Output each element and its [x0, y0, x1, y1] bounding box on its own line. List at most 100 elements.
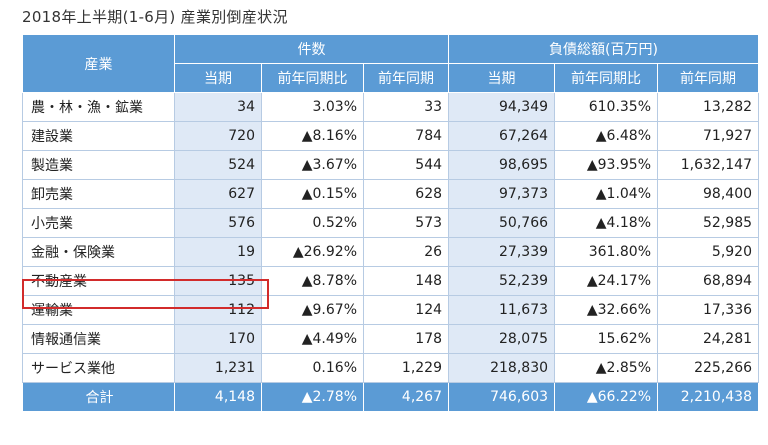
cell-debt-current: 218,830 [448, 353, 556, 383]
cell-debt-current: 67,264 [448, 121, 556, 151]
cell-count-yoy: ▲2.78% [261, 382, 364, 412]
cell-count-current: 4,148 [174, 382, 262, 412]
table-row: 金融・保険業 19 ▲26.92% 26 27,339 361.80% 5,920 [22, 237, 760, 267]
table-row: 建設業 720 ▲8.16% 784 67,264 ▲6.48% 71,927 [22, 121, 760, 151]
cell-count-current: 576 [174, 208, 262, 238]
header-count-yoy: 前年同期比 [261, 63, 364, 93]
cell-debt-current: 11,673 [448, 295, 556, 325]
industry-name: サービス業他 [22, 353, 175, 383]
table-row: サービス業他 1,231 0.16% 1,229 218,830 ▲2.85% 225,26… [22, 353, 760, 383]
cell-debt-current: 94,349 [448, 92, 556, 122]
header-industry: 産業 [22, 34, 175, 93]
industry-name: 卸売業 [22, 179, 175, 209]
cell-count-current: 627 [174, 179, 262, 209]
header-debt-current: 当期 [448, 63, 556, 93]
cell-count-yoy: ▲26.92% [261, 237, 364, 267]
bankruptcy-table-wrapper: 産業 件数 負債総額(百万円) 当期 前年同期比 前年同期 当期 前年同期比 前… [22, 34, 760, 412]
cell-count-current: 524 [174, 150, 262, 180]
industry-name: 建設業 [22, 121, 175, 151]
cell-debt-previous: 68,894 [657, 266, 760, 296]
cell-count-yoy: ▲9.67% [261, 295, 364, 325]
header-debt-group: 負債総額(百万円) [448, 34, 760, 64]
total-label: 合計 [22, 382, 175, 412]
table-row: 運輸業 112 ▲9.67% 124 11,673 ▲32.66% 17,336 [22, 295, 760, 325]
industry-name: 小売業 [22, 208, 175, 238]
cell-count-yoy: ▲3.67% [261, 150, 364, 180]
cell-count-current: 112 [174, 295, 262, 325]
cell-count-yoy: ▲8.16% [261, 121, 364, 151]
cell-count-yoy: 0.16% [261, 353, 364, 383]
header-count-group: 件数 [173, 34, 450, 64]
cell-debt-yoy: ▲4.18% [554, 208, 659, 238]
cell-debt-yoy: ▲2.85% [554, 353, 659, 383]
industry-name: 農・林・漁・鉱業 [22, 92, 175, 122]
cell-count-previous: 628 [362, 179, 450, 209]
table-row: 情報通信業 170 ▲4.49% 178 28,075 15.62% 24,281 [22, 324, 760, 354]
cell-count-current: 170 [174, 324, 262, 354]
cell-debt-previous: 13,282 [657, 92, 760, 122]
cell-debt-current: 98,695 [448, 150, 556, 180]
industry-name: 不動産業 [22, 266, 175, 296]
cell-count-previous: 1,229 [362, 353, 450, 383]
cell-debt-yoy: 361.80% [554, 237, 659, 267]
table-row: 卸売業 627 ▲0.15% 628 97,373 ▲1.04% 98,400 [22, 179, 760, 209]
cell-debt-yoy: ▲1.04% [554, 179, 659, 209]
cell-count-current: 34 [174, 92, 262, 122]
cell-debt-yoy: ▲32.66% [554, 295, 659, 325]
header-debt-yoy: 前年同期比 [554, 63, 659, 93]
cell-debt-yoy: ▲6.48% [554, 121, 659, 151]
header-count-previous: 前年同期 [362, 63, 450, 93]
cell-count-previous: 4,267 [362, 382, 450, 412]
cell-count-previous: 178 [362, 324, 450, 354]
cell-debt-previous: 24,281 [657, 324, 760, 354]
cell-count-current: 1,231 [174, 353, 262, 383]
cell-count-previous: 26 [362, 237, 450, 267]
cell-count-current: 135 [174, 266, 262, 296]
cell-count-yoy: ▲4.49% [261, 324, 364, 354]
cell-debt-previous: 98,400 [657, 179, 760, 209]
cell-count-previous: 544 [362, 150, 450, 180]
bankruptcy-table: 産業 件数 負債総額(百万円) 当期 前年同期比 前年同期 当期 前年同期比 前… [22, 34, 760, 412]
cell-count-previous: 573 [362, 208, 450, 238]
cell-debt-current: 746,603 [448, 382, 556, 412]
industry-name: 金融・保険業 [22, 237, 175, 267]
table-row: 農・林・漁・鉱業 34 3.03% 33 94,349 610.35% 13,282 [22, 92, 760, 122]
header-debt-previous: 前年同期 [657, 63, 760, 93]
cell-debt-previous: 1,632,147 [657, 150, 760, 180]
cell-debt-previous: 2,210,438 [657, 382, 760, 412]
table-row: 不動産業 135 ▲8.78% 148 52,239 ▲24.17% 68,894 [22, 266, 760, 296]
cell-debt-previous: 225,266 [657, 353, 760, 383]
cell-count-previous: 124 [362, 295, 450, 325]
cell-debt-current: 50,766 [448, 208, 556, 238]
cell-count-previous: 784 [362, 121, 450, 151]
cell-debt-yoy: 15.62% [554, 324, 659, 354]
total-row: 合計 4,148 ▲2.78% 4,267 746,603 ▲66.22% 2,210,43… [22, 382, 760, 412]
cell-count-yoy: 0.52% [261, 208, 364, 238]
table-row: 製造業 524 ▲3.67% 544 98,695 ▲93.95% 1,632,147 [22, 150, 760, 180]
cell-debt-current: 28,075 [448, 324, 556, 354]
cell-count-current: 19 [174, 237, 262, 267]
cell-debt-previous: 5,920 [657, 237, 760, 267]
header-row-sub: 当期 前年同期比 前年同期 当期 前年同期比 前年同期 [23, 63, 760, 93]
header-row-group: 産業 件数 負債総額(百万円) [22, 34, 760, 93]
cell-debt-yoy: ▲66.22% [554, 382, 659, 412]
cell-debt-yoy: ▲93.95% [554, 150, 659, 180]
cell-count-previous: 148 [362, 266, 450, 296]
industry-name: 情報通信業 [22, 324, 175, 354]
cell-count-yoy: 3.03% [261, 92, 364, 122]
industry-name: 製造業 [22, 150, 175, 180]
cell-count-previous: 33 [362, 92, 450, 122]
cell-debt-previous: 17,336 [657, 295, 760, 325]
cell-count-yoy: ▲0.15% [261, 179, 364, 209]
industry-name: 運輸業 [22, 295, 175, 325]
header-count-current: 当期 [174, 63, 262, 93]
table-caption: 2018年上半期(1-6月) 産業別倒産状況 [22, 8, 288, 26]
cell-debt-previous: 52,985 [657, 208, 760, 238]
cell-debt-current: 27,339 [448, 237, 556, 267]
cell-count-yoy: ▲8.78% [261, 266, 364, 296]
cell-debt-current: 52,239 [448, 266, 556, 296]
cell-debt-yoy: ▲24.17% [554, 266, 659, 296]
cell-debt-previous: 71,927 [657, 121, 760, 151]
cell-debt-yoy: 610.35% [554, 92, 659, 122]
cell-debt-current: 97,373 [448, 179, 556, 209]
